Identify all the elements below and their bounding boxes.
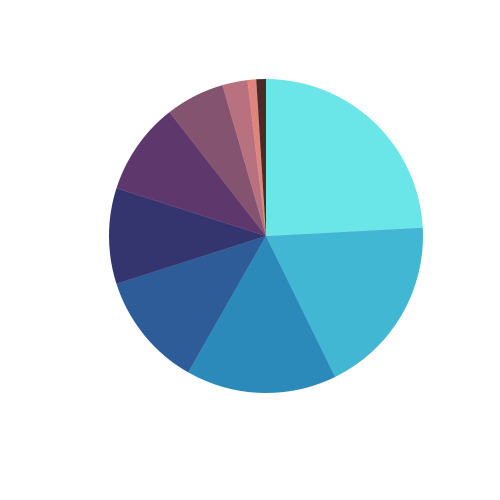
pie-slice-6 <box>116 112 266 236</box>
pie-slice-3 <box>188 236 336 393</box>
pie-slice-7 <box>169 85 266 236</box>
pie-slices <box>108 79 424 393</box>
pie-slice-2 <box>266 227 424 377</box>
pie-slice-10 <box>256 79 266 236</box>
pie-slice-9 <box>247 79 266 236</box>
pie-slice-1 <box>266 79 423 236</box>
pie-slice-5 <box>108 188 267 284</box>
pie-slice-8 <box>222 80 266 236</box>
pie-slice-4 <box>116 236 266 373</box>
